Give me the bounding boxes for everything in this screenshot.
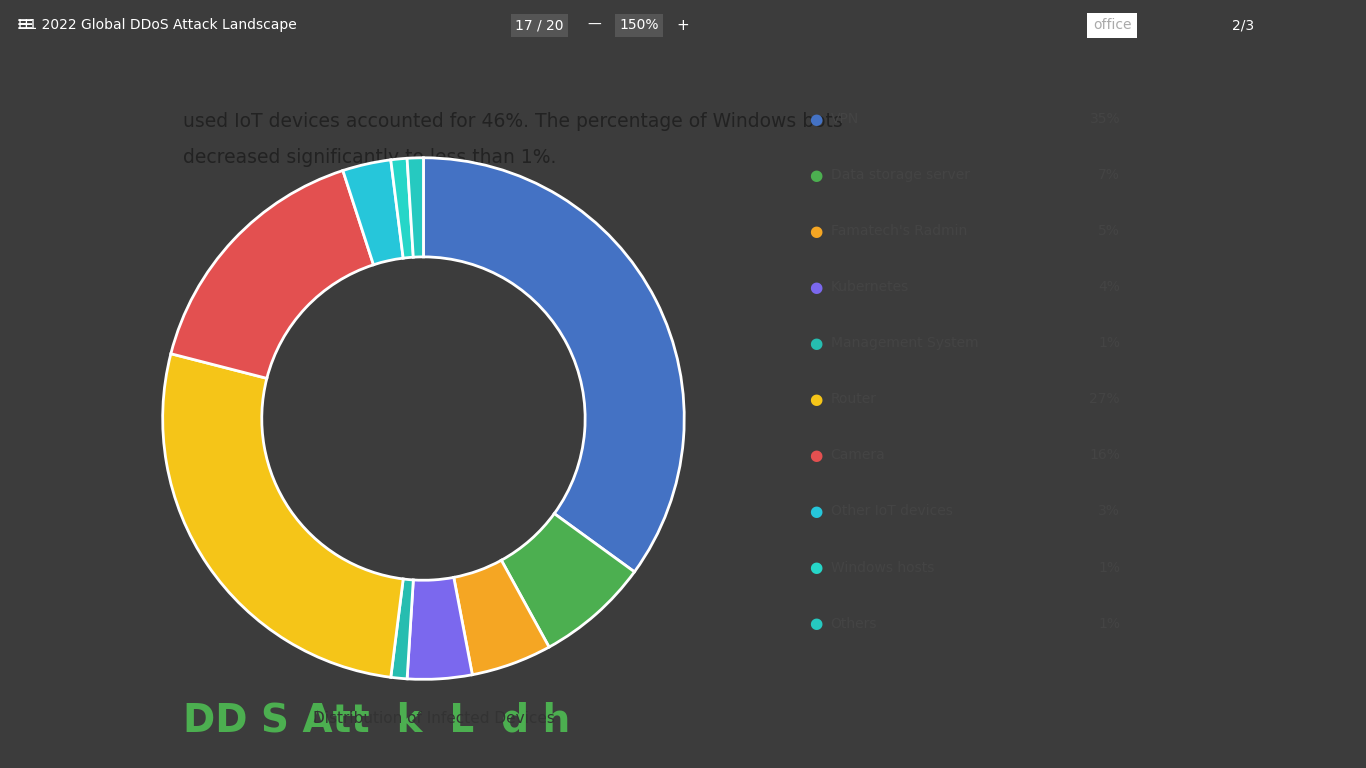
Wedge shape — [391, 579, 414, 679]
Text: 1%: 1% — [1098, 617, 1120, 631]
Text: +: + — [676, 18, 690, 33]
Wedge shape — [163, 354, 403, 677]
Text: ●: ● — [809, 336, 822, 351]
Text: 1%: 1% — [1098, 336, 1120, 350]
Text: 7%: 7% — [1098, 168, 1120, 182]
Text: 4%: 4% — [1098, 280, 1120, 294]
Text: 16%: 16% — [1089, 449, 1120, 462]
Text: Windows hosts: Windows hosts — [831, 561, 934, 574]
Text: ●: ● — [809, 616, 822, 631]
Text: Management System: Management System — [831, 336, 978, 350]
Text: DD S Att  k  L  d h: DD S Att k L d h — [183, 701, 571, 740]
Text: Others: Others — [831, 617, 877, 631]
Wedge shape — [501, 514, 634, 647]
Text: ●: ● — [809, 392, 822, 407]
Wedge shape — [423, 157, 684, 572]
Text: ●: ● — [809, 448, 822, 463]
Text: ●: ● — [809, 223, 822, 239]
Wedge shape — [407, 578, 473, 680]
Text: 150%: 150% — [620, 18, 658, 32]
Wedge shape — [171, 170, 373, 379]
Text: used IoT devices accounted for 46%. The percentage of Windows bots: used IoT devices accounted for 46%. The … — [183, 111, 843, 131]
Wedge shape — [454, 560, 549, 675]
Wedge shape — [407, 157, 423, 257]
Text: 1%: 1% — [1098, 561, 1120, 574]
Text: Famatech's Radmin: Famatech's Radmin — [831, 224, 967, 238]
Wedge shape — [391, 158, 414, 258]
Text: ●: ● — [809, 560, 822, 575]
Text: 27%: 27% — [1090, 392, 1120, 406]
Text: Other IoT devices: Other IoT devices — [831, 505, 952, 518]
Text: Data storage server: Data storage server — [831, 168, 970, 182]
Text: 35%: 35% — [1090, 112, 1120, 126]
Text: 3%: 3% — [1098, 505, 1120, 518]
Text: office: office — [1093, 18, 1131, 32]
Text: Camera: Camera — [831, 449, 885, 462]
Text: H1 2022 Global DDoS Attack Landscape: H1 2022 Global DDoS Attack Landscape — [18, 18, 296, 32]
Text: ●: ● — [809, 280, 822, 295]
Text: decreased significantly to less than 1%.: decreased significantly to less than 1%. — [183, 147, 557, 167]
Wedge shape — [343, 160, 403, 265]
Text: 2/3: 2/3 — [1232, 18, 1254, 32]
Text: Router: Router — [831, 392, 877, 406]
Text: ●: ● — [809, 111, 822, 127]
Text: ●: ● — [809, 167, 822, 183]
Text: Distribution of Infected Devices: Distribution of Infected Devices — [313, 710, 556, 726]
Text: Kubernetes: Kubernetes — [831, 280, 908, 294]
Text: ≡: ≡ — [15, 15, 34, 35]
Text: ●: ● — [809, 504, 822, 519]
Text: VPN: VPN — [831, 112, 859, 126]
Text: 5%: 5% — [1098, 224, 1120, 238]
Text: 17 / 20: 17 / 20 — [515, 18, 564, 32]
Text: —: — — [587, 18, 601, 32]
